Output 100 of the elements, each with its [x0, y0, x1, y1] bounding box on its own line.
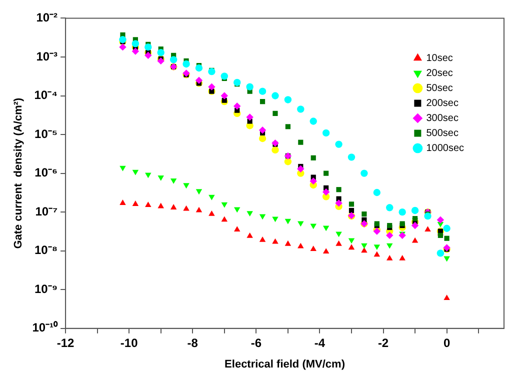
point [158, 175, 164, 181]
point [438, 232, 443, 238]
point [348, 154, 356, 161]
point [310, 177, 317, 185]
point [324, 170, 329, 176]
point [222, 98, 227, 103]
x-tick-label: -8 [187, 336, 198, 350]
point [399, 255, 406, 260]
x-tick-label: -2 [378, 336, 389, 350]
point [284, 96, 292, 104]
point [335, 140, 342, 148]
y-tick-label: 10⁻⁴ [34, 88, 58, 102]
x-tick-label: 0 [443, 336, 450, 350]
point [272, 146, 279, 154]
point [310, 224, 316, 230]
point [221, 202, 228, 208]
point [374, 244, 380, 250]
point [272, 238, 278, 244]
y-tick-label: 10⁻⁸ [34, 243, 58, 258]
point [298, 221, 304, 227]
point [182, 60, 190, 68]
x-tick-label: -12 [56, 336, 75, 350]
point [284, 240, 292, 246]
point [386, 204, 394, 212]
point [144, 52, 152, 59]
point [348, 244, 355, 250]
point [374, 251, 380, 257]
point [234, 226, 240, 232]
point [284, 218, 292, 224]
point [158, 202, 164, 208]
point [272, 110, 278, 116]
point [335, 200, 342, 207]
point [284, 158, 292, 166]
point [322, 248, 330, 254]
point [444, 236, 450, 241]
x-axis-title: Electrical field (MV/cm) [224, 358, 346, 370]
point [411, 206, 419, 214]
point [120, 200, 126, 205]
point [119, 43, 126, 51]
point [272, 92, 279, 100]
point [298, 140, 304, 145]
x-tick-label: -4 [314, 336, 326, 350]
point [310, 155, 316, 160]
point [196, 206, 202, 212]
point [348, 208, 354, 214]
legend-label: 10sec [426, 52, 453, 64]
point [183, 205, 190, 211]
point [221, 216, 228, 222]
point [424, 212, 432, 220]
point [348, 238, 355, 244]
point [436, 250, 444, 257]
point [336, 240, 342, 246]
point [386, 243, 393, 249]
point [310, 118, 317, 125]
y-tick-label: 10⁻⁵ [34, 126, 58, 141]
y-tick-label: 10⁻¹⁰ [32, 320, 59, 335]
point [424, 226, 431, 232]
point [145, 202, 152, 208]
point [272, 216, 278, 222]
point [234, 207, 240, 213]
y-tick-label: 10⁻⁹ [34, 282, 58, 296]
point [444, 256, 450, 262]
point [336, 232, 342, 238]
point [208, 68, 216, 76]
point [361, 247, 368, 253]
point [443, 224, 450, 232]
point [297, 165, 304, 172]
point [196, 189, 202, 195]
point [259, 214, 266, 220]
point [183, 183, 190, 189]
legend-label: 200sec [426, 98, 458, 109]
point [132, 170, 139, 176]
point [297, 106, 304, 113]
point [298, 242, 304, 248]
point [386, 232, 394, 240]
point [132, 40, 140, 48]
point [208, 210, 215, 216]
point [132, 48, 140, 55]
point [246, 83, 254, 90]
point [234, 78, 241, 86]
point [195, 64, 203, 72]
y-tick-label: 10⁻³ [36, 49, 58, 64]
point [411, 222, 419, 230]
legend-label: 300sec [426, 112, 458, 124]
legend-label: 50sec [426, 82, 453, 94]
legend-label: 20sec [426, 68, 453, 79]
x-tick-label: -6 [250, 336, 262, 350]
point [234, 102, 241, 110]
point [170, 56, 178, 64]
point [144, 43, 152, 51]
point [437, 222, 444, 228]
point [322, 188, 330, 196]
point [246, 211, 253, 217]
point [132, 200, 139, 206]
point [170, 204, 177, 210]
point [398, 208, 406, 216]
point [285, 124, 290, 130]
legend-label: 500sec [426, 128, 458, 139]
point [258, 134, 266, 142]
point [362, 211, 367, 217]
